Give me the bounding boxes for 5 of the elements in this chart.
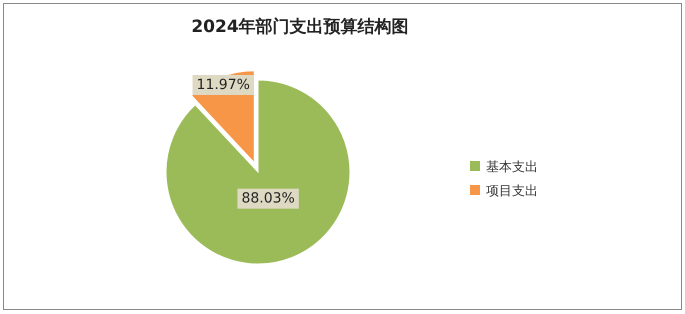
legend-label: 基本支出 (486, 160, 538, 175)
chart-title: 2024年部门支出预算结构图 (191, 17, 409, 37)
data-label: 88.03% (241, 190, 295, 207)
data-label: 11.97% (196, 76, 250, 93)
legend-label: 项目支出 (486, 184, 538, 199)
